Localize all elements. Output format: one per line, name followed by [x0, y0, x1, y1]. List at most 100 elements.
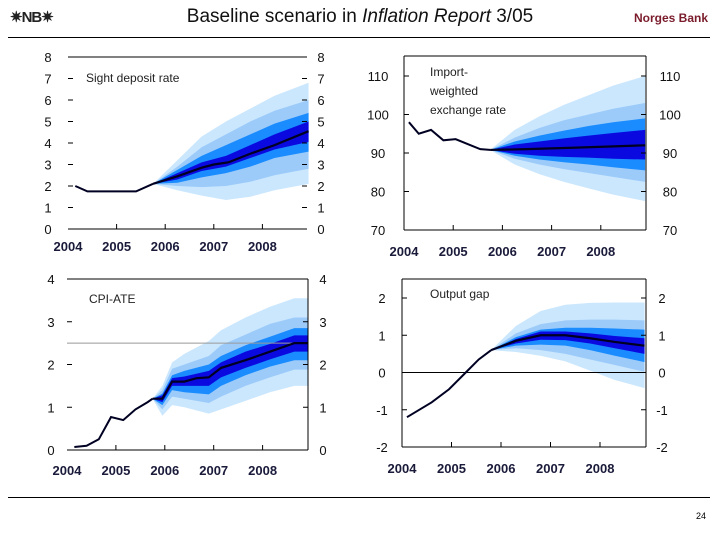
y-tick-label-right: 3 [319, 315, 326, 330]
y-tick-label-right: 0 [317, 222, 324, 237]
chart-title: weighted [429, 84, 478, 98]
title-prefix: Baseline scenario in [186, 6, 363, 27]
y-tick-label-right: 6 [317, 93, 324, 108]
x-tick-label: 2004 [390, 244, 420, 259]
x-tick-label: 2007 [536, 461, 565, 476]
y-tick-label-left: 3 [47, 315, 54, 330]
footer-divider [8, 497, 710, 498]
chart-2: 70 70 80 80 90 90 100 100 110 110 2004 2005 2006 2007… [367, 55, 681, 259]
y-tick-label-right: 7 [317, 72, 324, 87]
title-suffix: 3/05 [490, 6, 534, 27]
norges-bank-logo: ✷NB✷ [10, 9, 54, 26]
header-divider [8, 37, 710, 38]
median-projection-line [152, 130, 309, 185]
x-tick-label: 2005 [102, 239, 131, 254]
x-tick-label: 2006 [487, 461, 516, 476]
y-tick-label-left: 2 [47, 358, 54, 373]
chart-1: 0 0 1 1 2 2 3 3 4 4 5 5 6 6 7 7 8 8 2004 2005 2006 2007 2008 Si… [44, 50, 324, 254]
y-tick-label-right: 8 [317, 50, 324, 65]
y-tick-label-left: 4 [44, 136, 51, 151]
y-tick-label-right: 0 [658, 366, 665, 381]
y-tick-label-left: 70 [371, 223, 385, 238]
y-tick-label-left: 1 [378, 328, 385, 343]
fan-band-50 [153, 112, 309, 184]
x-tick-label: 2007 [537, 244, 566, 259]
y-tick-label-right: 70 [663, 223, 677, 238]
x-tick-label: 2008 [586, 244, 615, 259]
y-tick-label-left: 90 [371, 146, 385, 161]
x-tick-label: 2005 [101, 463, 130, 478]
history-line [406, 349, 492, 419]
y-tick-label-left: 4 [47, 272, 54, 287]
chart-title: Sight deposit rate [86, 71, 180, 85]
history-line [74, 397, 154, 449]
median-projection-line [490, 334, 645, 352]
y-tick-label-left: 80 [371, 185, 385, 200]
y-tick-label-left: 3 [44, 158, 51, 173]
y-tick-label-left: -2 [376, 440, 388, 455]
y-tick-label-right: 1 [319, 400, 326, 415]
fan-band-30 [490, 129, 646, 160]
y-tick-label-right: -2 [656, 440, 668, 455]
x-tick-label: 2004 [53, 463, 83, 478]
x-tick-label: 2007 [199, 463, 228, 478]
x-tick-label: 2005 [439, 244, 468, 259]
y-tick-label-left: 6 [44, 93, 51, 108]
y-tick-label-right: 2 [317, 179, 324, 194]
y-tick-label-right: 90 [663, 146, 677, 161]
y-tick-label-right: 4 [317, 136, 324, 151]
x-tick-label: 2006 [488, 244, 517, 259]
y-tick-label-right: 2 [658, 291, 665, 306]
y-tick-label-right: 0 [319, 443, 326, 458]
x-tick-label: 2007 [199, 239, 228, 254]
y-tick-label-left: 1 [47, 400, 54, 415]
history-line [74, 182, 154, 193]
y-tick-label-right: 2 [319, 358, 326, 373]
x-tick-label: 2005 [437, 461, 466, 476]
y-tick-label-right: 1 [317, 201, 324, 216]
y-tick-label-left: 8 [44, 50, 51, 65]
y-tick-label-left: 0 [47, 443, 54, 458]
slide-title: Baseline scenario in Inflation Report 3/… [0, 6, 720, 28]
x-tick-label: 2006 [151, 239, 180, 254]
y-tick-label-left: 0 [44, 222, 51, 237]
x-tick-label: 2006 [150, 463, 179, 478]
bank-name: Norges Bank [633, 11, 708, 25]
y-tick-label-right: -1 [656, 403, 668, 418]
median-projection-line [490, 144, 646, 152]
y-tick-label-right: 110 [660, 69, 681, 84]
y-tick-label-right: 100 [659, 108, 681, 123]
y-tick-label-left: -1 [376, 403, 388, 418]
x-tick-label: 2008 [586, 461, 615, 476]
x-tick-label: 2004 [388, 461, 418, 476]
chart-title: CPI-ATE [89, 292, 135, 306]
chart-title: Import- [430, 65, 468, 79]
y-tick-label-left: 2 [378, 291, 385, 306]
y-tick-label-right: 1 [658, 328, 665, 343]
page-number: 24 [695, 511, 706, 521]
y-tick-label-left: 1 [44, 201, 51, 216]
y-tick-label-left: 110 [368, 69, 389, 84]
y-tick-label-right: 3 [317, 158, 324, 173]
fan-band-30 [153, 121, 309, 184]
x-tick-label: 2008 [248, 463, 277, 478]
logo-text: NB [21, 9, 43, 26]
y-tick-label-left: 2 [44, 179, 51, 194]
x-tick-label: 2004 [54, 239, 84, 254]
y-tick-label-left: 0 [378, 366, 385, 381]
y-tick-label-right: 80 [663, 185, 677, 200]
y-tick-label-right: 5 [317, 115, 324, 130]
title-italic: Inflation Report [362, 6, 491, 27]
y-tick-label-left: 100 [367, 108, 389, 123]
x-tick-label: 2008 [248, 239, 277, 254]
median-projection-line [152, 342, 308, 400]
history-line [408, 121, 491, 151]
y-tick-label-right: 4 [319, 272, 326, 287]
y-tick-label-left: 7 [44, 72, 51, 87]
y-tick-label-left: 5 [44, 115, 51, 130]
chart-4: -2 -2 -1 -1 0 0 1 1 2 2 2004 2005 2006 2007 2008 Output… [376, 278, 668, 476]
chart-title: exchange rate [430, 103, 506, 117]
chart-3: 0 0 1 1 2 2 3 3 4 4 2004 2005 2006 2007 2008 CPI-ATE [47, 272, 326, 478]
chart-title: Output gap [430, 287, 490, 301]
